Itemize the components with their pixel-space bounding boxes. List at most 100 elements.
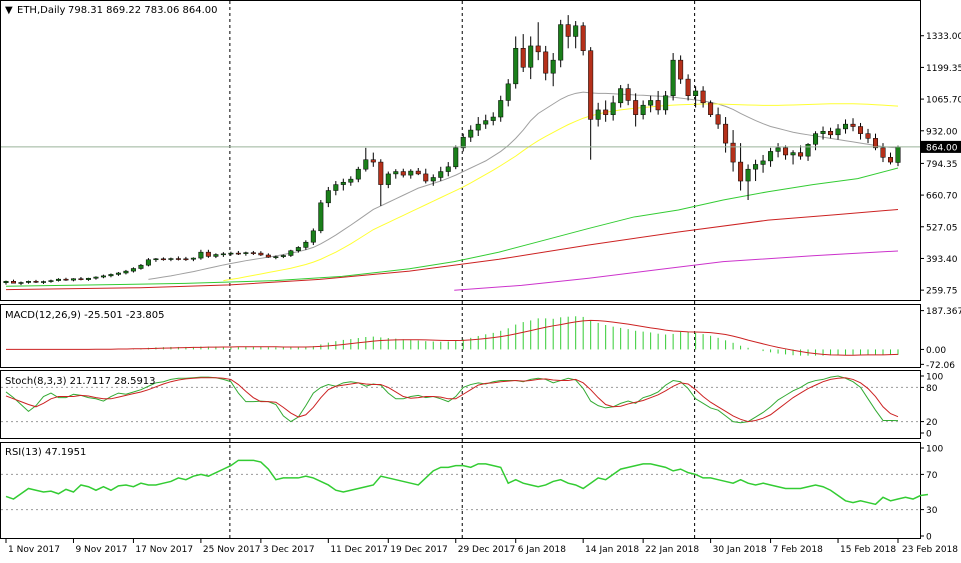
candle-body — [633, 100, 639, 115]
candle-body — [145, 259, 151, 266]
candle-body — [550, 59, 556, 74]
candle-body — [288, 250, 294, 256]
candle-body — [280, 255, 286, 257]
candle-body — [183, 258, 189, 261]
candle-body — [543, 51, 549, 74]
time-tick-label: 3 Dec 2017 — [263, 545, 315, 555]
candle-body — [580, 25, 586, 51]
candle-body — [70, 278, 76, 281]
candle-body — [378, 161, 384, 185]
time-tick-label: 23 Feb 2018 — [902, 545, 958, 555]
candle-body — [708, 102, 714, 115]
macd-pane-frame — [0, 304, 921, 368]
time-tick-label: 17 Nov 2017 — [135, 545, 193, 555]
candle-body — [595, 109, 601, 120]
candle-body — [498, 100, 504, 118]
candle-body — [483, 120, 489, 125]
moving-average-line — [148, 91, 899, 280]
macd-signal-line — [6, 319, 899, 356]
rsi-tick-label: 0 — [926, 533, 932, 543]
candle-body — [835, 128, 841, 136]
candle-body — [303, 241, 309, 248]
candle-body — [610, 102, 616, 115]
moving-average-line — [454, 250, 899, 291]
price-axis: 259.75 393.40 527.05 660.70 794.35 932.00 1065… — [920, 32, 961, 297]
time-tick-label: 9 Nov 2017 — [75, 545, 127, 555]
candle-body — [730, 142, 736, 163]
candle-body — [693, 90, 699, 96]
moving-average-line — [5, 208, 899, 291]
candle-body — [745, 168, 751, 182]
rsi-pane-frame — [0, 442, 921, 539]
current-price-label: 864.00 — [926, 143, 958, 153]
price-tick-label: 660.70 — [926, 192, 958, 202]
candle-body — [10, 281, 16, 284]
candle-body — [625, 88, 631, 101]
candle-body — [228, 252, 234, 255]
chart-symbol: ETH,Daily — [17, 5, 66, 16]
rsi-line — [5, 459, 929, 506]
candle-body — [168, 258, 174, 260]
candle-body — [648, 100, 654, 106]
candle-body — [588, 50, 594, 120]
candle-body — [78, 278, 84, 280]
candle-body — [618, 88, 624, 104]
price-tick-label: 527.05 — [926, 223, 958, 233]
candle-body — [295, 247, 301, 251]
candle-body — [33, 281, 39, 283]
candle-body — [190, 257, 196, 260]
candlesticks — [3, 15, 901, 286]
stochastic-title: Stoch(8,3,3) 21.7117 28.5913 — [5, 376, 156, 387]
period-separators — [229, 1, 696, 538]
rsi-tick-label: 70 — [926, 471, 938, 481]
price-tick-label: 259.75 — [926, 287, 958, 297]
candle-body — [513, 48, 519, 85]
price-pane-frame — [0, 0, 921, 301]
moving-averages — [5, 91, 899, 291]
chart-ohlc: 798.31 869.22 783.06 864.00 — [68, 5, 218, 16]
candle-body — [655, 100, 661, 111]
candle-body — [243, 252, 249, 254]
candle-body — [400, 171, 406, 176]
candle-body — [205, 251, 211, 257]
candle-body — [55, 278, 61, 281]
candle-body — [40, 281, 46, 283]
candle-body — [340, 181, 346, 185]
symbol-triangle-icon[interactable]: ▼ — [5, 5, 13, 16]
candle-body — [160, 258, 166, 261]
candle-body — [100, 275, 106, 278]
candle-body — [130, 268, 136, 272]
candle-body — [663, 95, 669, 111]
candle-body — [108, 274, 114, 277]
candle-body — [258, 252, 264, 256]
candle-body — [670, 59, 676, 96]
macd-title: MACD(12,26,9) -25.501 -23.805 — [5, 310, 165, 321]
candle-body — [603, 109, 609, 115]
candle-body — [385, 173, 391, 185]
candle-body — [640, 104, 646, 115]
candle-body — [535, 45, 541, 53]
candle-body — [873, 138, 879, 149]
candle-body — [753, 164, 759, 170]
candle-body — [798, 152, 804, 157]
candle-body — [213, 254, 219, 257]
candle-body — [790, 152, 796, 156]
candle-body — [678, 59, 684, 80]
price-tick-label: 932.00 — [926, 127, 958, 137]
candle-body — [63, 278, 69, 281]
candle-body — [715, 114, 721, 125]
candle-body — [783, 147, 789, 156]
candle-body — [475, 123, 481, 131]
candle-body — [558, 24, 564, 61]
candle-body — [528, 45, 534, 68]
candle-body — [738, 161, 744, 182]
current-price-marker: 864.00 — [1, 140, 961, 153]
candle-body — [858, 126, 864, 134]
candle-body — [565, 24, 571, 37]
candle-body — [85, 277, 91, 280]
stochastic-tick-label: 100 — [926, 373, 943, 383]
candle-body — [415, 170, 421, 175]
